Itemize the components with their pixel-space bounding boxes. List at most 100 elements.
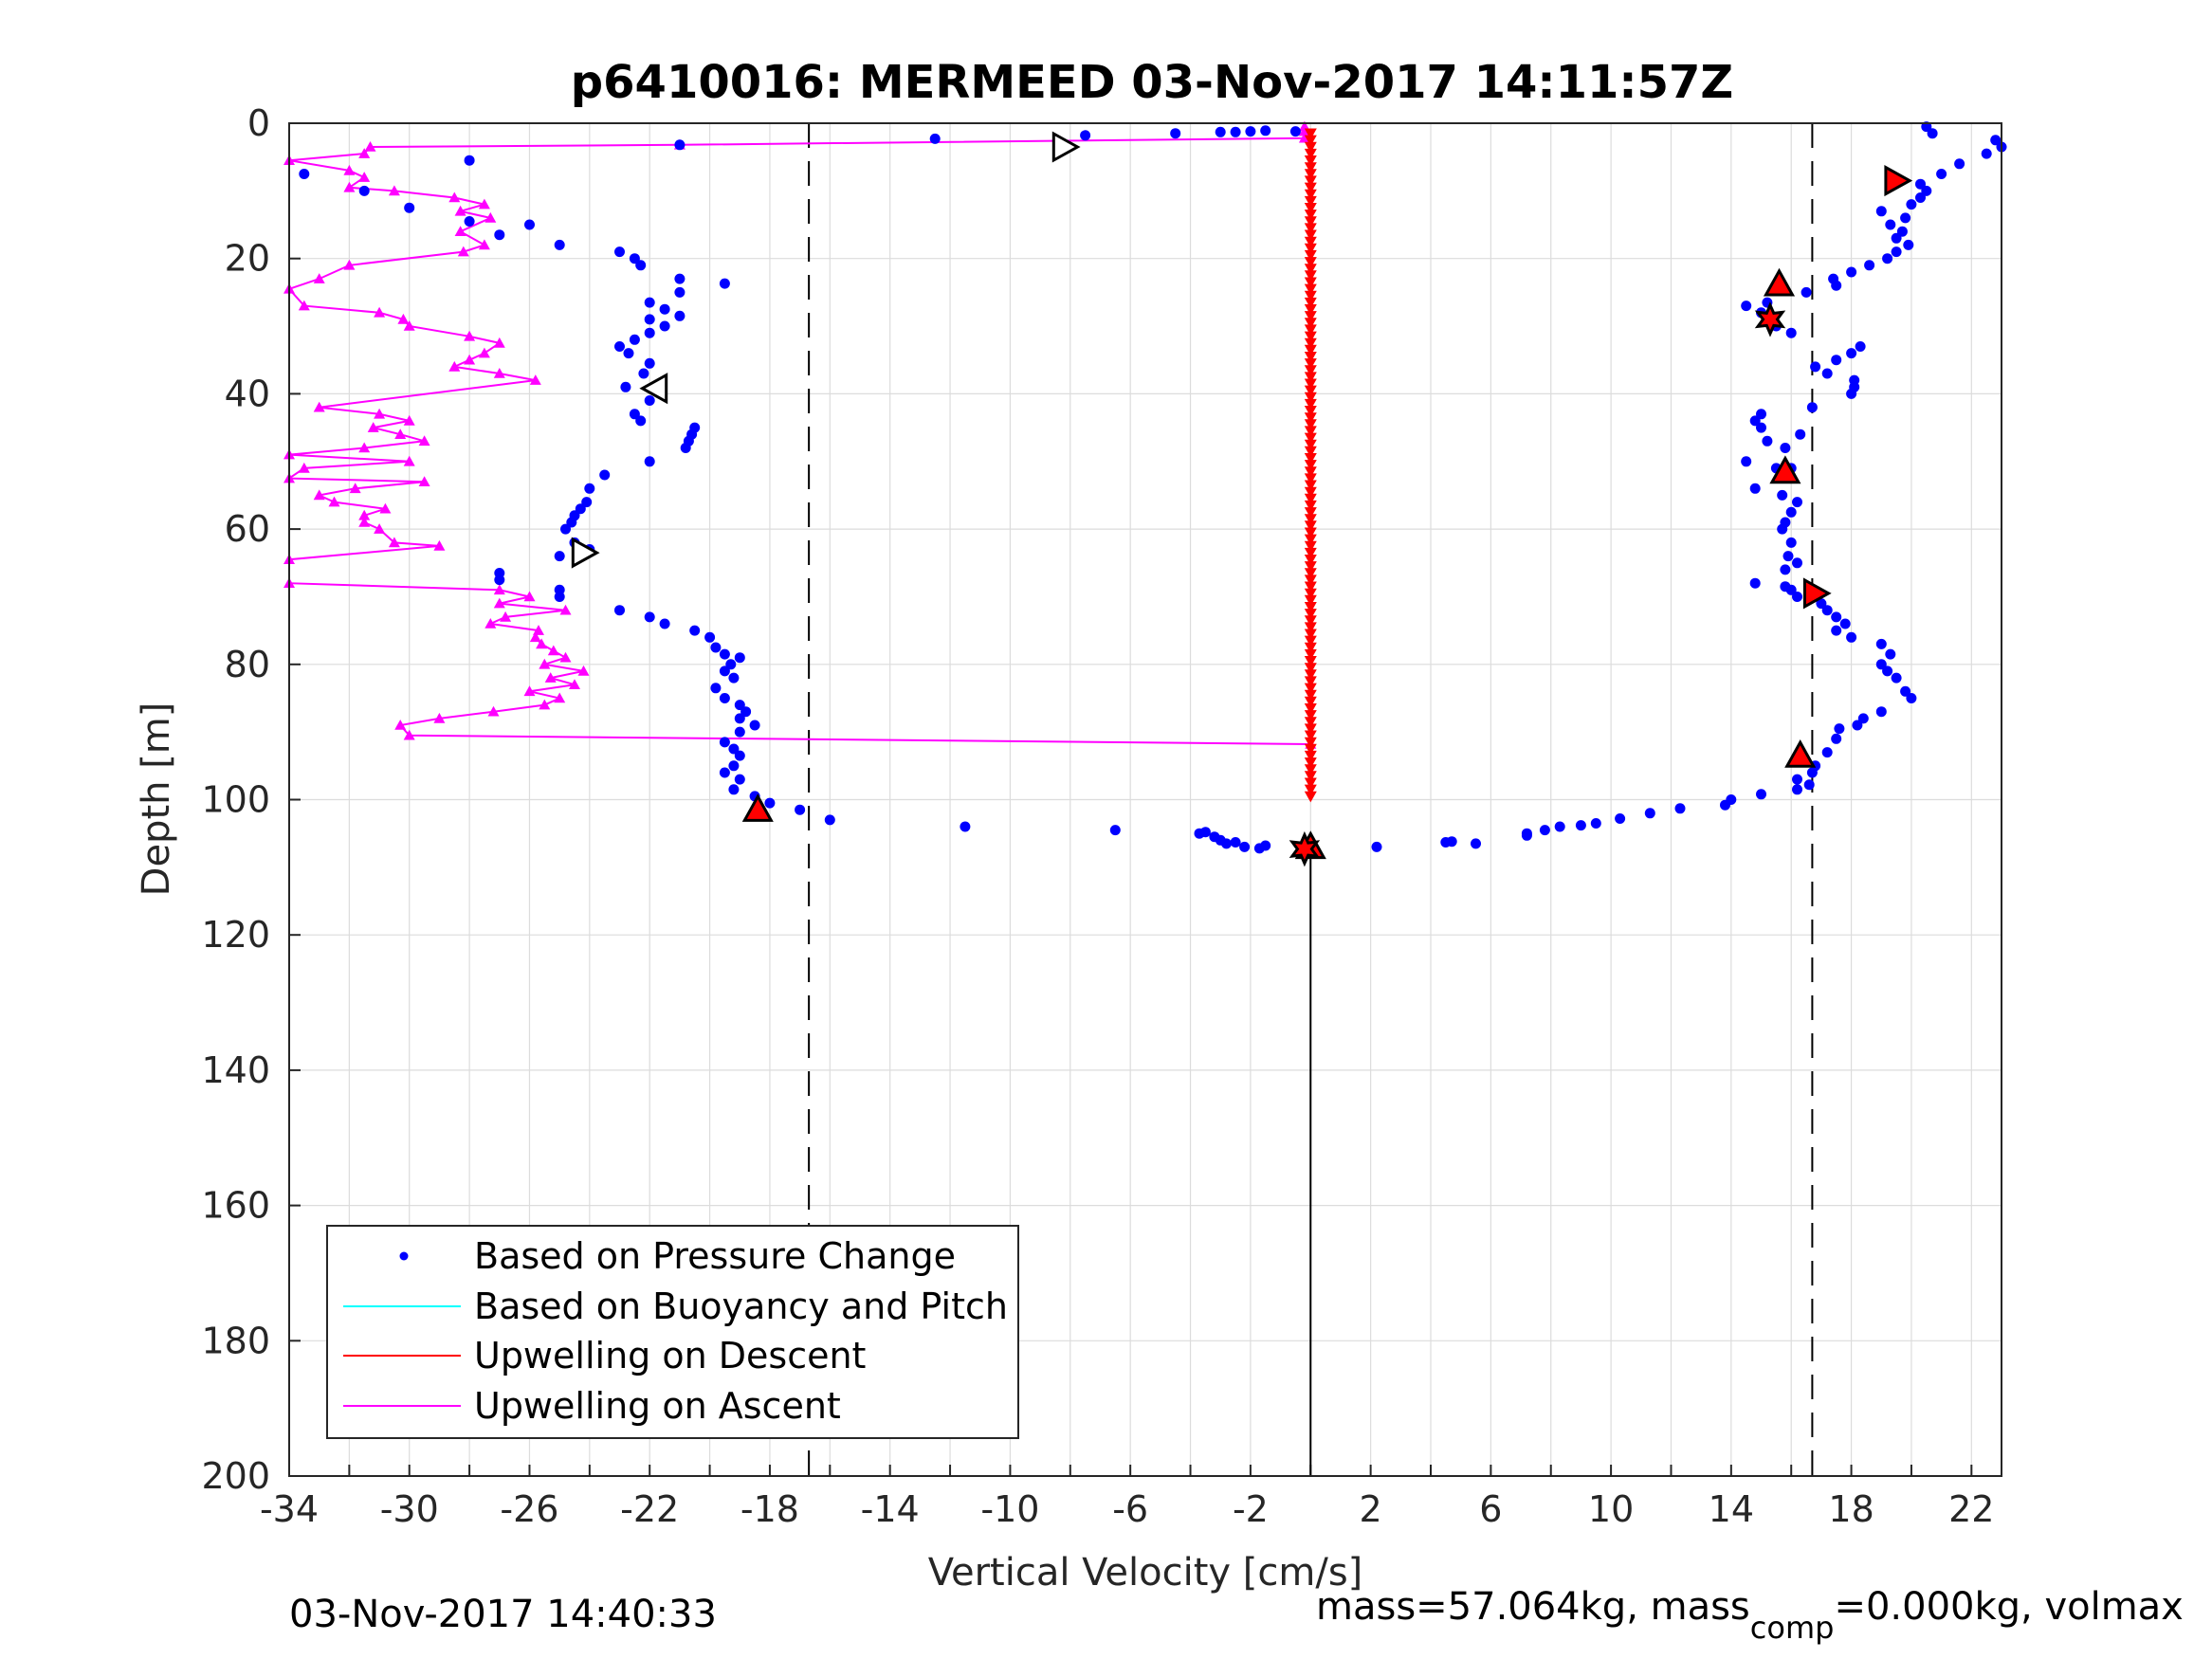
pressure-point [1554, 821, 1565, 832]
pressure-point [614, 341, 625, 352]
pressure-point [1990, 135, 2002, 146]
ascent-marker [358, 172, 371, 182]
pressure-point [1831, 625, 1842, 636]
axes-box [288, 122, 2002, 1477]
pressure-point [1846, 348, 1857, 359]
pressure-point [1921, 185, 1932, 196]
pressure-point [1846, 631, 1857, 643]
event-marker-triangle-right [1802, 577, 1832, 610]
pressure-point [554, 551, 565, 562]
ascent-marker [529, 631, 541, 643]
descent-marker [1304, 236, 1317, 248]
y-tick-label: 20 [225, 238, 270, 280]
pressure-point [644, 456, 655, 467]
event-marker-triangle-right [1051, 131, 1081, 163]
descent-marker [1304, 683, 1317, 695]
descent-marker [1304, 663, 1317, 674]
descent-marker [1304, 385, 1317, 397]
pressure-point [1875, 706, 1887, 718]
ascent-marker [539, 699, 551, 710]
pressure-point [554, 239, 565, 250]
pressure-point [1780, 581, 1791, 592]
descent-marker [1304, 128, 1317, 140]
ascent-marker [394, 428, 407, 439]
x-tick-label: -10 [980, 1488, 1039, 1530]
legend-label-buoyancy: Based on Buoyancy and Pitch [474, 1285, 1008, 1327]
pressure-point [734, 700, 745, 711]
descent-marker [1304, 439, 1317, 451]
descent-marker [1304, 304, 1317, 316]
descent-marker [1304, 743, 1317, 756]
pressure-point [734, 726, 745, 738]
descent-marker [1304, 216, 1317, 228]
descent-marker [1304, 229, 1317, 242]
pressure-point [659, 303, 670, 315]
descent-marker [1304, 290, 1317, 302]
pressure-point [1915, 192, 1926, 203]
pressure-point [1875, 638, 1887, 649]
footer-mass-subscript: comp [1750, 1610, 1835, 1646]
descent-marker [1304, 352, 1317, 363]
descent-marker [1304, 148, 1317, 160]
descent-marker [1304, 155, 1317, 167]
pressure-point [1674, 803, 1686, 814]
ascent-marker [313, 489, 325, 501]
pressure-point [689, 625, 701, 636]
pressure-point [749, 720, 760, 731]
ascent-marker [464, 330, 476, 341]
pressure-point [929, 133, 941, 144]
pressure-point [1857, 713, 1869, 724]
event-marker-triangle-up [1769, 455, 1801, 484]
x-tick-label: -34 [260, 1488, 319, 1530]
pressure-point [1821, 368, 1833, 379]
ascent-marker [418, 435, 430, 447]
descent-marker [1304, 547, 1317, 559]
ascent-marker [478, 239, 490, 250]
descent-marker [1304, 318, 1317, 329]
descent-marker [1304, 791, 1317, 803]
pressure-point [719, 665, 730, 677]
x-tick-label: 18 [1828, 1488, 1874, 1530]
pressure-point [1446, 836, 1457, 848]
ascent-marker [313, 401, 325, 412]
pressure-point [1741, 456, 1752, 467]
y-tick-label: 0 [247, 102, 270, 144]
pressure-point [1590, 818, 1601, 829]
pressure-point [560, 523, 571, 535]
ascent-marker [547, 645, 559, 656]
ascent-marker [478, 198, 490, 210]
ascent-marker [374, 523, 386, 534]
pressure-point [566, 517, 577, 528]
pressure-point [644, 395, 655, 406]
descent-marker [1304, 642, 1317, 654]
pressure-point [764, 797, 776, 809]
pressure-point [1741, 301, 1752, 312]
legend-swatch-pressure [399, 1251, 409, 1261]
pressure-point [1885, 219, 1896, 230]
descent-marker [1304, 629, 1317, 641]
descent-marker [1304, 676, 1317, 688]
descent-marker [1304, 581, 1317, 593]
pressure-point [1780, 443, 1791, 453]
pressure-point [1885, 648, 1896, 660]
descent-marker [1304, 669, 1317, 681]
descent-marker [1304, 500, 1317, 512]
descent-marker [1304, 493, 1317, 505]
pressure-point [704, 631, 716, 643]
pressure-point [1780, 517, 1791, 528]
pressure-point [1831, 611, 1842, 623]
pressure-point [1792, 497, 1802, 508]
descent-marker [1304, 648, 1317, 661]
legend-label-descent: Upwelling on Descent [474, 1335, 866, 1376]
ascent-marker [559, 651, 572, 663]
ascent-marker [343, 259, 356, 270]
ascent-marker [493, 368, 505, 378]
pressure-point [1780, 564, 1791, 575]
ascent-marker [343, 181, 356, 192]
ascent-marker [358, 442, 371, 453]
descent-marker [1304, 365, 1317, 376]
ascent-marker [464, 354, 476, 365]
pressure-point [1915, 178, 1926, 190]
descent-marker [1304, 412, 1317, 424]
pressure-point [1289, 126, 1301, 137]
